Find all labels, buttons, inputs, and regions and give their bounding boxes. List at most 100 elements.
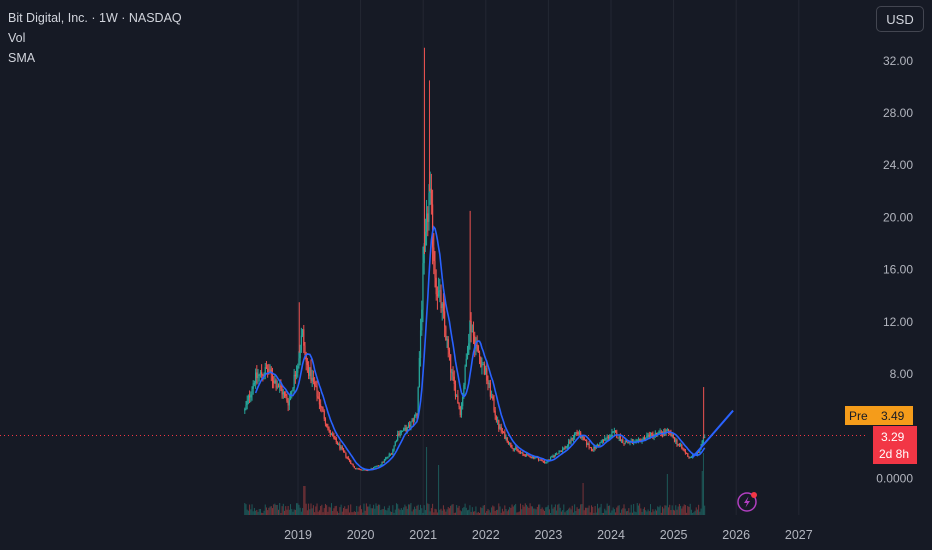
candle-body (471, 331, 473, 333)
volume-bar (275, 504, 277, 515)
volume-bar (259, 508, 261, 515)
candle-body (452, 372, 454, 377)
candle-body (333, 435, 335, 439)
candle-body (503, 432, 505, 434)
volume-bar (318, 510, 320, 515)
trend-line[interactable] (691, 409, 734, 459)
volume-bar (534, 508, 536, 515)
candle-body (327, 426, 329, 429)
volume-bar (625, 511, 627, 515)
volume-bar (287, 505, 289, 515)
volume-bar (488, 510, 490, 515)
candle-body (551, 456, 553, 458)
volume-bar (582, 483, 584, 515)
volume-bar (395, 503, 397, 515)
volume-bar (456, 505, 458, 515)
volume-bar (309, 509, 311, 515)
candle-body (699, 449, 701, 453)
candle-body (353, 466, 355, 469)
volume-bar (554, 504, 556, 515)
symbol-title[interactable]: Bit Digital, Inc. · 1W · NASDAQ (8, 11, 182, 25)
volume-bar (574, 504, 576, 515)
volume-bar (339, 507, 341, 515)
candle-body (418, 357, 420, 388)
x-tick-label: 2027 (785, 528, 813, 542)
volume-bar (507, 509, 509, 515)
volume-bar (675, 505, 677, 515)
candle-body (435, 277, 437, 295)
candle-body (394, 441, 396, 446)
candle-body (362, 469, 364, 471)
volume-bar (586, 507, 588, 515)
candle-body (412, 419, 414, 422)
volume-bar (500, 512, 502, 515)
candle-body (665, 430, 667, 433)
volume-bar (696, 509, 698, 515)
candle-body (555, 453, 558, 455)
candle-body (701, 440, 703, 447)
candle-body (572, 437, 575, 440)
candle-body (486, 368, 488, 381)
candle-body (608, 436, 611, 439)
volume-bar (344, 506, 346, 515)
candle-body (686, 453, 688, 455)
volume-bar (578, 508, 580, 515)
volume-bar (257, 511, 259, 515)
volume-bar (321, 504, 323, 515)
volume-bar (606, 503, 608, 515)
lightning-icon[interactable] (737, 492, 757, 512)
volume-bar (670, 510, 672, 515)
volume-bar (469, 505, 471, 515)
candle-body (409, 424, 411, 427)
volume-bar (421, 508, 423, 515)
candle-body (483, 364, 485, 375)
x-tick-label: 2026 (722, 528, 750, 542)
candle-body (505, 437, 507, 439)
volume-bar (494, 510, 496, 515)
candle-body (246, 400, 248, 405)
volume-bar (527, 506, 529, 515)
candle-body (303, 329, 305, 346)
volume-bar (613, 509, 615, 515)
currency-button[interactable]: USD (876, 6, 924, 32)
volume-bar (615, 512, 617, 515)
candle-body (509, 442, 511, 444)
candle-body (676, 440, 678, 445)
volume-bar (448, 508, 450, 515)
volume-bar (635, 512, 637, 515)
y-tick-label: 32.00 (883, 54, 913, 68)
candle-body (444, 311, 446, 327)
candle-body (404, 428, 406, 430)
candle-body (463, 384, 465, 397)
candle-body (582, 435, 584, 438)
volume-bar (552, 508, 554, 515)
candle-body (648, 434, 650, 438)
candle-body (280, 385, 282, 389)
candle-body (462, 396, 464, 407)
volume-bar (267, 510, 269, 515)
volume-bar (274, 503, 276, 515)
volume-bar (328, 506, 330, 515)
candle-body (594, 446, 596, 449)
volume-bar (369, 504, 371, 515)
candle-body (322, 407, 324, 412)
indicator-sma[interactable]: SMA (8, 51, 36, 65)
volume-bar (576, 507, 578, 515)
volume-bar (660, 512, 662, 515)
candle-body (535, 457, 537, 459)
volume-bar (515, 503, 517, 515)
volume-bar (663, 508, 665, 515)
candle-body (439, 290, 441, 292)
volume-bar (385, 509, 387, 515)
candle-body (675, 440, 677, 442)
candle-body (477, 346, 479, 353)
volume-bar (244, 503, 246, 515)
candle-body (529, 455, 531, 458)
indicator-vol[interactable]: Vol (8, 31, 26, 45)
candle-body (552, 455, 554, 457)
candle-body (625, 441, 628, 443)
volume-bar (476, 512, 478, 515)
candle-body (587, 443, 589, 446)
candle-body (607, 436, 609, 439)
